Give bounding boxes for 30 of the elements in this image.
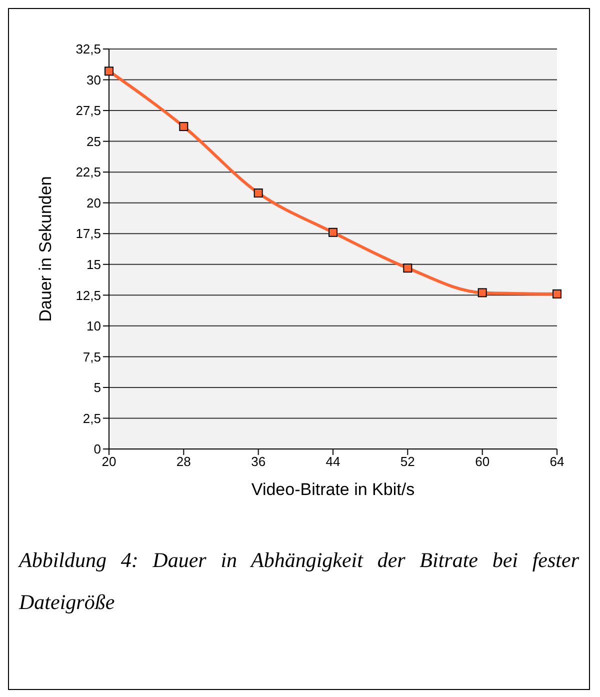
y-tick-label: 2,5 xyxy=(82,410,101,426)
x-tick-label: 60 xyxy=(475,454,490,470)
y-tick-label: 22,5 xyxy=(76,164,101,180)
point xyxy=(403,264,412,273)
x-tick-label: 64 xyxy=(550,454,564,470)
y-tick-label: 15 xyxy=(86,257,101,272)
x-tick-label: 52 xyxy=(400,454,415,470)
x-tick-label: 44 xyxy=(326,454,340,470)
y-tick-label: 27,5 xyxy=(76,103,101,118)
point xyxy=(104,66,114,76)
text: Abbildung 4: Dauer in Abhängigkeit der Bitrate bei fester Dateigröße xyxy=(19,547,579,616)
y-tick-label: 30 xyxy=(86,72,101,88)
x-tick-label: 28 xyxy=(176,454,191,470)
x-tick-label: 36 xyxy=(251,454,266,470)
y-tick-label: 5 xyxy=(94,380,101,396)
point xyxy=(254,188,263,198)
y-tick-label: 12,5 xyxy=(76,288,101,303)
point xyxy=(552,289,562,298)
y-tick-label: 32,5 xyxy=(76,42,101,57)
y-tick-label: 17,5 xyxy=(76,226,101,242)
x-axis-title: Video-Bitrate in Kbit/s xyxy=(251,480,415,499)
point xyxy=(478,288,487,298)
y-tick-label: 10 xyxy=(86,318,101,334)
point xyxy=(179,122,188,132)
y-axis-title: Dauer in Sekunden xyxy=(36,176,56,322)
y-tick-label: 7,5 xyxy=(82,349,101,364)
y-tick-label: 20 xyxy=(86,195,101,210)
y-tick-label: 0 xyxy=(94,442,101,457)
point xyxy=(328,228,338,237)
y-tick-label: 25 xyxy=(86,134,101,149)
